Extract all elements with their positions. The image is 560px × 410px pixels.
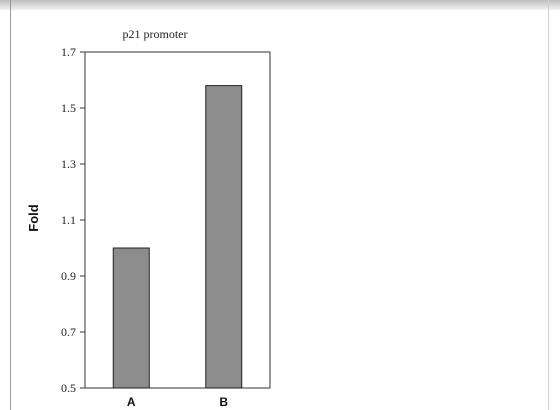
chart-title: p21 promoter (123, 27, 188, 41)
y-tick-label: 0.9 (61, 269, 76, 283)
y-tick-label: 0.7 (61, 325, 76, 339)
plot-area: 0.5 0.7 0.9 1.1 1.3 1.5 1.7 A B (61, 45, 271, 409)
y-tick-label: 1.3 (61, 157, 76, 171)
page-border-right (548, 0, 549, 410)
y-tick-label: 1.7 (61, 45, 76, 59)
y-tick-label: 1.5 (61, 101, 76, 115)
y-axis-label: Fold (26, 204, 41, 231)
bar-a (112, 247, 150, 389)
page-border-left (10, 0, 11, 410)
y-tick-label: 0.5 (61, 381, 76, 395)
bar-b (205, 85, 243, 389)
cropped-text-strip (0, 0, 560, 10)
x-tick-label-b: B (219, 395, 228, 409)
x-tick-label-a: A (127, 395, 136, 409)
y-tick-label: 1.1 (61, 213, 76, 227)
